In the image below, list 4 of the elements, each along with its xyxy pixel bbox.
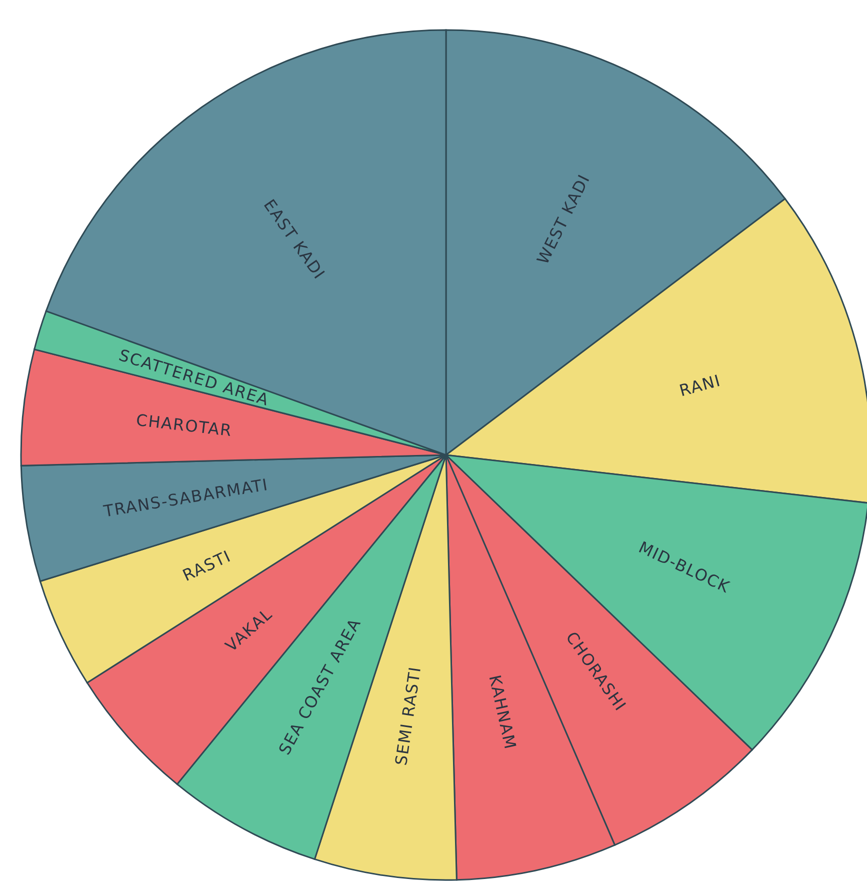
slice-label: KAHNAM bbox=[485, 673, 520, 752]
slice-label: CHAROTAR bbox=[135, 410, 234, 440]
slice-label: SEMI RASTI bbox=[391, 664, 425, 767]
slice-label: RANI bbox=[677, 370, 723, 400]
